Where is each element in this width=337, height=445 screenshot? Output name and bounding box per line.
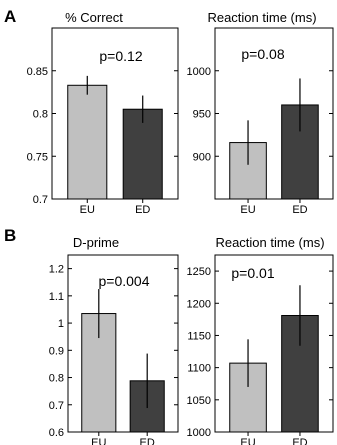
- panel-a-accuracy-chart: % Correct p=0.12 0.7 0.75 0.8 0.85 EU ED: [27, 10, 179, 216]
- y-tick-label: 1.2: [49, 264, 64, 276]
- x-tick-label: EU: [80, 204, 95, 216]
- y-tick-label: 1150: [187, 330, 211, 342]
- y-tick-label: 1100: [187, 363, 211, 375]
- y-tick-label: 0.7: [49, 400, 64, 412]
- plot-frame: [214, 254, 334, 433]
- y-tick-label: 0.7: [33, 194, 48, 206]
- y-tick-label: 1.1: [49, 291, 64, 303]
- y-tick-label: 0.85: [27, 66, 48, 78]
- bar-eu: [67, 84, 108, 200]
- y-tick-label: 950: [193, 109, 211, 121]
- p-value-annotation: p=0.004: [99, 273, 150, 289]
- x-tick-label: ED: [140, 437, 155, 445]
- y-tick-label: 0.9: [49, 345, 64, 357]
- bar-ed: [122, 108, 163, 200]
- p-value-annotation: p=0.01: [231, 265, 274, 281]
- x-tick-label: ED: [292, 204, 307, 216]
- y-tick-label: 0.8: [49, 373, 64, 385]
- y-tick-label: 0.6: [49, 427, 64, 439]
- x-tick-label: EU: [240, 437, 255, 445]
- p-value-annotation: p=0.08: [241, 46, 284, 62]
- y-tick-label: 0.75: [27, 151, 48, 163]
- panel-label-b: B: [4, 226, 16, 245]
- x-tick-label: EU: [240, 204, 255, 216]
- y-tick-label: 1250: [187, 266, 211, 278]
- x-tick-label: EU: [91, 437, 106, 445]
- chart-title: Reaction time (ms): [207, 10, 316, 25]
- panel-b-reaction-time-chart: Reaction time (ms) p=0.01 1000 1050 1100 11…: [187, 235, 334, 445]
- x-tick-label: ED: [292, 437, 307, 445]
- panel-b-dprime-chart: D-prime p=0.004 0.6 0.7 0.8 0.9 1 1.1 1.2 EU ED: [49, 235, 179, 445]
- panel-a-reaction-time-chart: Reaction time (ms) p=0.08 900 950 1000 EU ED: [187, 10, 334, 216]
- y-tick-label: 900: [193, 151, 211, 163]
- chart-title: D-prime: [73, 235, 119, 250]
- y-tick-label: 1200: [187, 298, 211, 310]
- panel-label-a: A: [4, 7, 16, 26]
- chart-title: Reaction time (ms): [215, 235, 324, 250]
- p-value-annotation: p=0.12: [99, 48, 142, 64]
- plot-frame: [67, 254, 179, 433]
- y-tick-label: 1: [58, 318, 64, 330]
- chart-title: % Correct: [65, 10, 123, 25]
- y-tick-label: 1000: [187, 66, 211, 78]
- y-tick-label: 1000: [187, 427, 211, 439]
- y-tick-label: 1050: [187, 395, 211, 407]
- y-tick-label: 0.8: [33, 109, 48, 121]
- x-tick-label: ED: [135, 204, 150, 216]
